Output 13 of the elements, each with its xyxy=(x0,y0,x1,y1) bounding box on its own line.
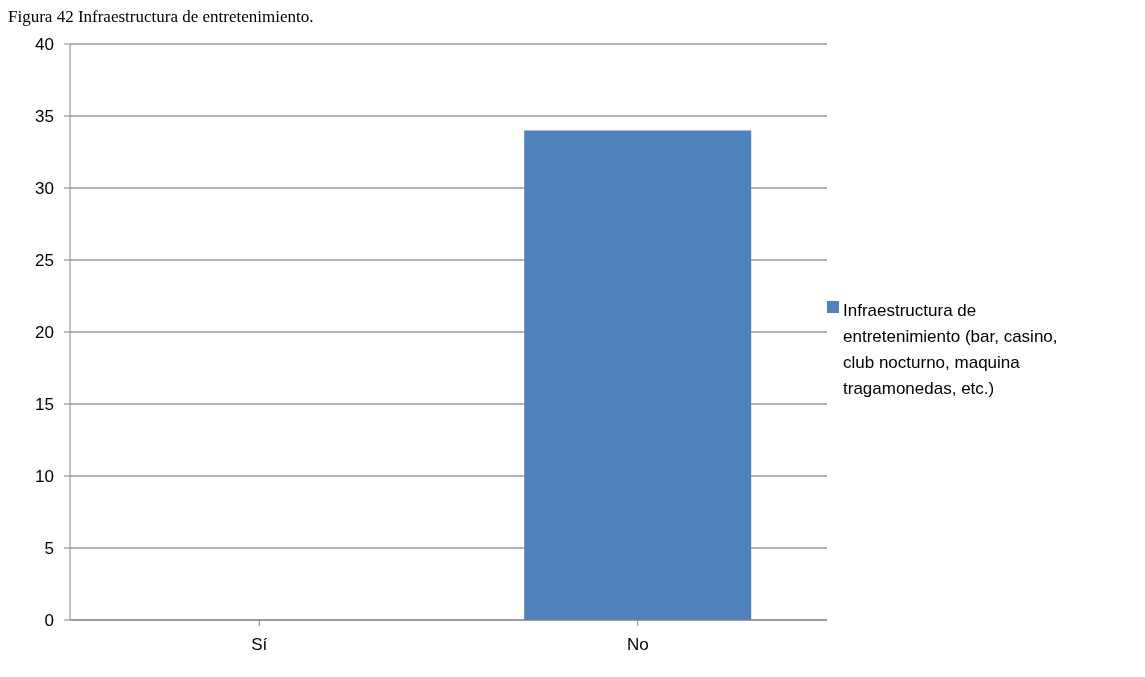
legend-label: Infraestructura de entretenimiento (bar, casino, club nocturno, maquina tragamonedas, etc.) xyxy=(843,300,1059,400)
y-tick-label: 25 xyxy=(35,251,54,271)
y-tick-label: 5 xyxy=(44,539,54,559)
y-tick-label: 35 xyxy=(35,107,54,127)
x-tick-label: Sí xyxy=(251,635,268,655)
y-tick-label: 20 xyxy=(35,323,54,343)
y-tick-label: 30 xyxy=(35,179,54,199)
y-tick-label: 40 xyxy=(35,35,54,55)
y-tick-label: 15 xyxy=(35,395,54,415)
chart-title: Figura 42 Infraestructura de entretenimiento. xyxy=(8,7,315,28)
x-tick-label: No xyxy=(626,635,649,655)
y-tick-label: 0 xyxy=(44,611,54,631)
y-tick-label: 10 xyxy=(35,467,54,487)
